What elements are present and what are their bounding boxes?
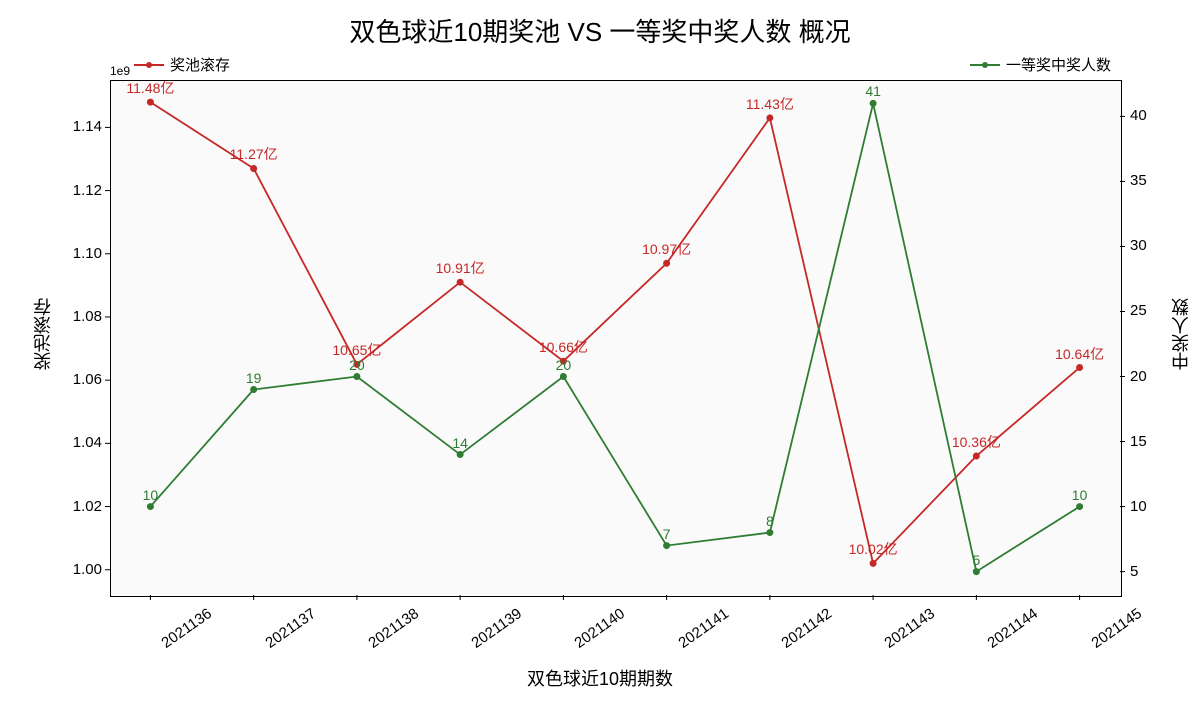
y2-tick-label: 30 [1130,237,1147,254]
y2-tick-label: 5 [1130,563,1138,580]
chart-root: 双色球近10期奖池 VS 一等奖中奖人数 概况 奖池滚存 一等奖中奖人数 1e9… [0,0,1200,720]
y1-tick-label: 1.14 [73,118,102,135]
series1-point-label: 10.02亿 [849,539,898,559]
y1-tick-label: 1.12 [73,182,102,199]
series2-point-label: 8 [766,513,774,529]
series2-point-label: 20 [349,357,365,373]
y2-tick-label: 20 [1130,368,1147,385]
series1-point-label: 10.97亿 [642,239,691,259]
y1-tick-label: 1.00 [73,561,102,578]
y1-tick-label: 1.04 [73,434,102,451]
series2-point-label: 5 [972,552,980,568]
y2-tick-label: 35 [1130,172,1147,189]
series2-point-label: 19 [246,370,262,386]
y2-tick-label: 40 [1130,107,1147,124]
series1-point-label: 10.64亿 [1055,344,1104,364]
y1-tick-label: 1.10 [73,245,102,262]
series1-point-label: 10.66亿 [539,337,588,357]
series1-point-label: 10.91亿 [436,258,485,278]
series2-point-label: 10 [143,487,159,503]
series2-point-label: 20 [556,357,572,373]
y1-axis-label: 奖池滚存 [30,298,56,370]
series2-point-label: 7 [663,526,671,542]
series1-point-label: 11.27亿 [230,144,278,164]
y2-tick-label: 15 [1130,433,1147,450]
y1-tick-label: 1.08 [73,308,102,325]
series1-point-label: 10.36亿 [952,432,1001,452]
x-axis-label: 双色球近10期期数 [0,665,1200,691]
y1-exponent: 1e9 [110,64,130,78]
y2-tick-label: 25 [1130,302,1147,319]
series2-point-label: 14 [452,435,468,451]
y1-tick-label: 1.02 [73,498,102,515]
y2-axis-label: 中奖人数 [1168,298,1194,370]
series1-point-label: 11.43亿 [746,94,794,114]
series2-point-label: 10 [1072,487,1088,503]
y2-tick-label: 10 [1130,498,1147,515]
series2-point-label: 41 [865,83,881,99]
series1-point-label: 11.48亿 [126,78,174,98]
y1-tick-label: 1.06 [73,371,102,388]
